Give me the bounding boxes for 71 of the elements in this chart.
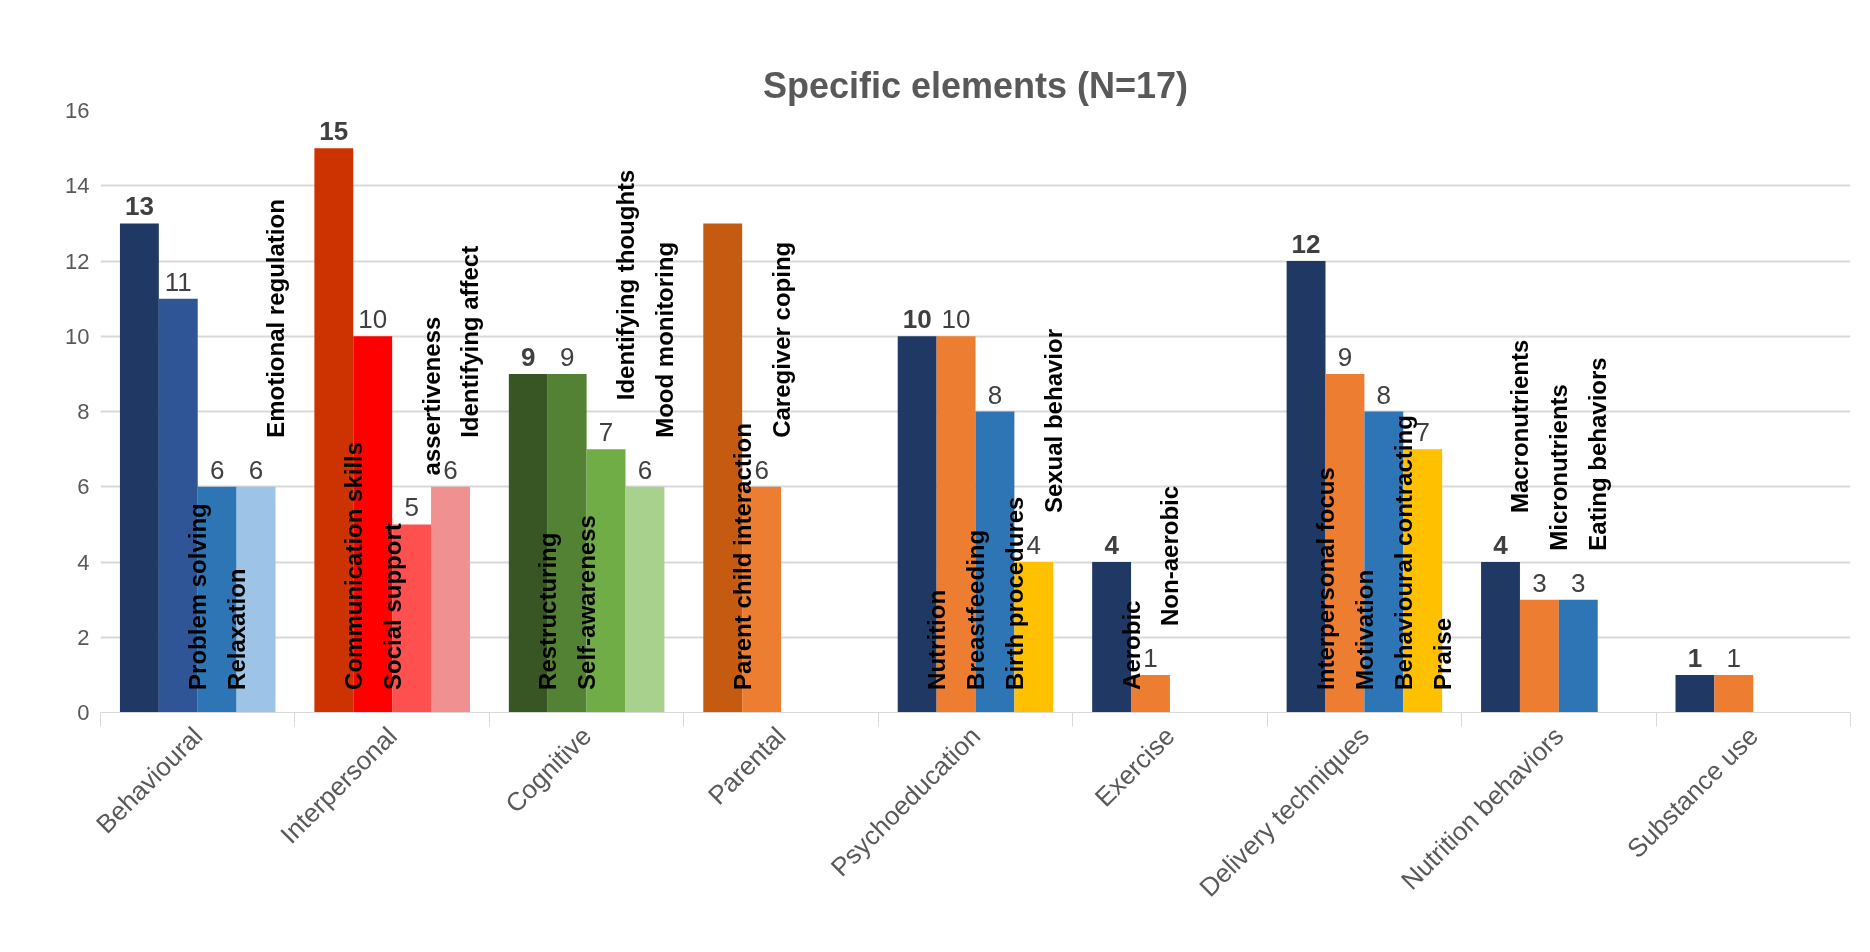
data-label: 4 [1026,530,1042,560]
annotation: Motivation [1350,569,1378,690]
data-label: 1 [1143,642,1158,673]
bar [625,486,665,713]
bar [1481,562,1520,713]
bar [1519,599,1559,713]
data-label: 9 [521,341,536,372]
y-tick-label: 6 [77,474,90,500]
annotation: Mood monitoring [650,241,678,438]
y-tick-label: 8 [77,399,90,424]
annotation: Problem solving [184,503,212,690]
data-label: 10 [902,304,932,335]
data-label: 6 [248,454,264,485]
data-label: 12 [1291,229,1321,259]
y-tick-label: 12 [65,248,90,274]
annotation: Communication skills [339,441,367,690]
data-label: 3 [1532,567,1547,598]
data-label: 8 [987,379,1003,410]
y-tick-label: 4 [77,549,90,575]
annotation: Interpersonal focus [1312,467,1339,690]
bar [1714,674,1754,713]
data-label: 6 [443,454,458,485]
annotation: Micronutrients [1545,384,1573,551]
data-label: 8 [1376,379,1392,410]
data-label: 5 [404,492,419,523]
data-label: 15 [319,116,349,147]
data-label: 6 [637,454,653,485]
bar [119,223,159,713]
annotation: Non-aerobic [1156,485,1184,626]
y-tick-label: 16 [65,98,90,123]
data-label: 11 [164,266,192,297]
bar [1558,599,1598,713]
annotation: Nutrition [923,589,951,690]
annotation: assertiveness [417,316,445,476]
data-label: 1 [1726,642,1742,673]
annotation: Aerobic [1117,600,1145,690]
annotation: Behavioural contracting [1389,415,1417,690]
annotation: Self-awareness [573,515,601,690]
annotation: Relaxation [223,568,251,690]
y-tick-label: 0 [77,700,90,725]
annotation: Emotional regulation [262,199,289,438]
data-label: 10 [358,304,388,335]
annotation: Breastfeeding [962,529,989,690]
data-label: 6 [209,454,225,485]
data-label: 10 [941,304,971,335]
annotation: Birth procedures [1000,496,1028,690]
annotation: Identifying thoughts [612,169,639,401]
annotation: Identifying affect [456,245,484,438]
data-label: 4 [1493,530,1509,560]
bar [431,486,470,713]
y-tick-label: 2 [77,624,90,650]
data-label: 13 [124,191,154,222]
y-tick-label: 10 [65,323,90,349]
y-tick-label: 14 [65,173,90,199]
annotation: Caregiver coping [767,241,795,438]
data-label: 3 [1571,567,1586,598]
annotation: Macronutrients [1506,339,1534,514]
data-label: 4 [1104,530,1120,560]
data-label: 9 [1337,341,1353,372]
data-label: 6 [754,454,769,485]
annotation: Sexual behavior [1039,329,1067,514]
chart-title: Specific elements (N=17) [762,64,1189,106]
annotation: Restructuring [534,532,562,690]
data-label: 1 [1687,642,1703,673]
annotation: Praise [1428,617,1456,690]
data-label: 7 [598,417,614,448]
annotation: Eating behaviors [1584,357,1612,551]
annotation: Social support [378,523,406,690]
annotation: Parent child interaction [728,423,756,690]
data-label: 9 [559,341,575,372]
bar [1675,674,1715,713]
